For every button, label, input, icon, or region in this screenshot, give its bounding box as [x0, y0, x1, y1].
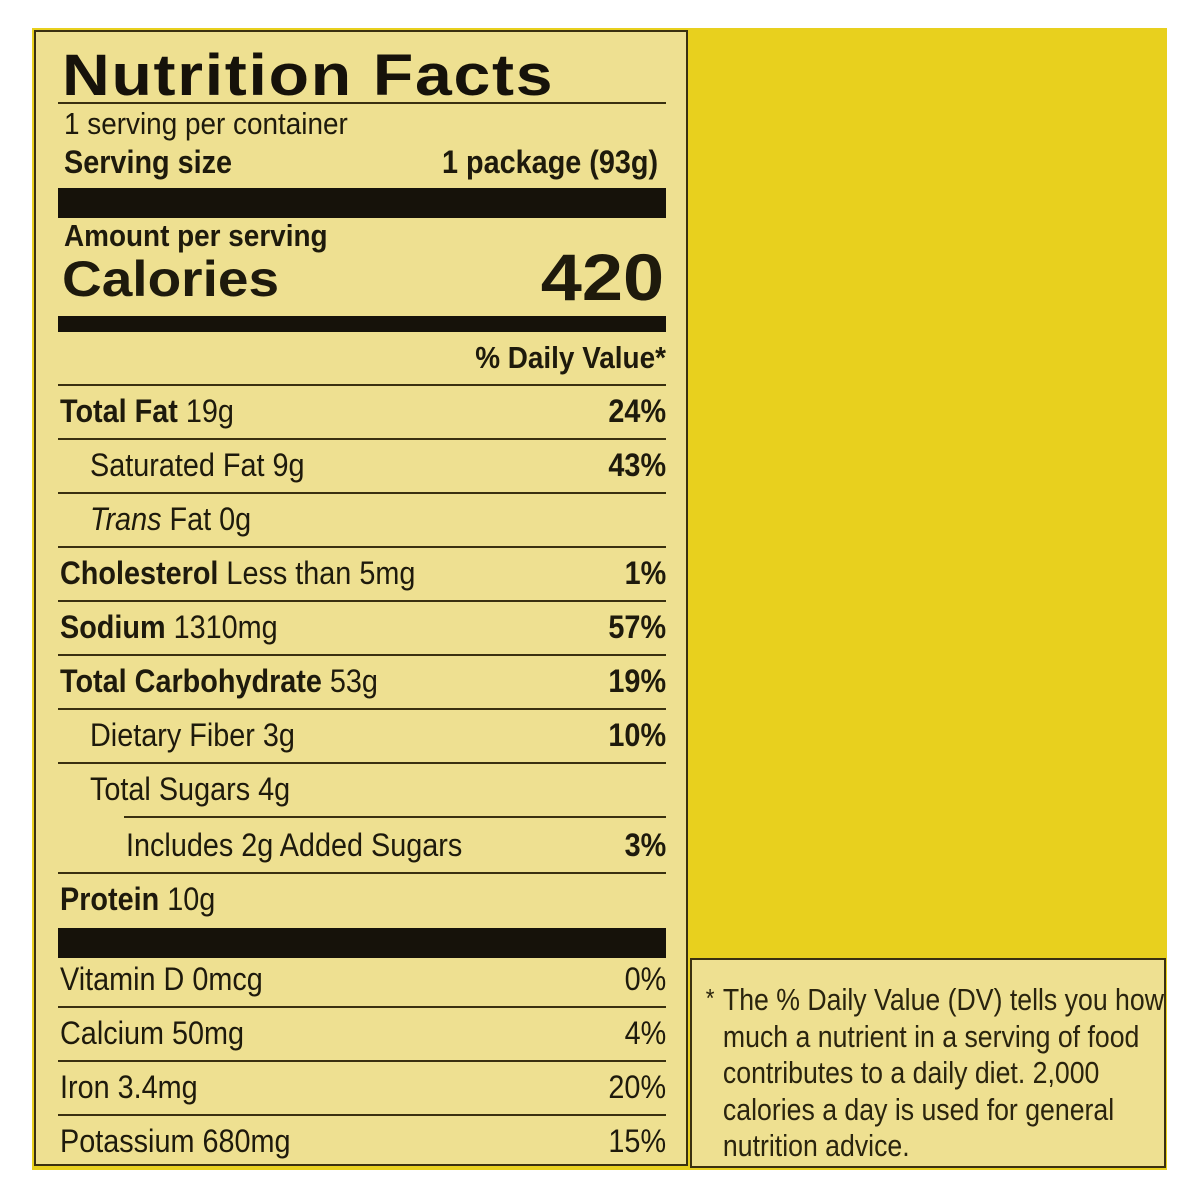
- nutrient-name: Iron 3.4mg: [60, 1069, 198, 1105]
- footnote-line: The % Daily Value (DV) tells you how: [722, 982, 1164, 1017]
- footnote-line: much a nutrient in a serving of food: [722, 1018, 1140, 1054]
- divider: [58, 762, 666, 764]
- divider: [58, 600, 666, 602]
- asterisk: *: [705, 983, 715, 1013]
- divider: [58, 1060, 666, 1062]
- nutrient-dv: 0%: [624, 961, 666, 997]
- nutrient-dv: 1%: [624, 555, 666, 591]
- nutrient-name: Includes 2g Added Sugars: [126, 827, 463, 863]
- calories-label: Calories: [62, 251, 280, 307]
- nutrient-row-added-sugars: Includes 2g Added Sugars 3%: [58, 820, 666, 874]
- nutrient-row-total-carbohydrate: Total Carbohydrate 53g 19%: [58, 656, 666, 710]
- nutrient-name: Sodium 1310mg: [60, 609, 278, 645]
- nutrient-row-saturated-fat: Saturated Fat 9g 43%: [58, 440, 666, 494]
- nutrient-row-protein: Protein 10g: [58, 874, 666, 928]
- nutrient-name: Protein 10g: [60, 881, 216, 917]
- nutrient-dv: 15%: [608, 1123, 666, 1159]
- footnote-line: contributes to a daily diet. 2,000: [722, 1055, 1100, 1090]
- nutrient-name: Total Fat 19g: [60, 393, 234, 429]
- divider: [58, 492, 666, 494]
- nutrient-dv: 19%: [608, 663, 666, 699]
- nutrient-name: Trans Fat 0g: [90, 501, 252, 537]
- nutrient-dv: 24%: [608, 393, 666, 429]
- nutrient-row-total-sugars: Total Sugars 4g: [58, 764, 666, 818]
- nutrient-dv: 3%: [624, 827, 666, 863]
- footnote-text: * The % Daily Value (DV) tells you how m…: [704, 982, 1164, 1165]
- daily-value-footnote: * The % Daily Value (DV) tells you how m…: [690, 958, 1166, 1168]
- footnote-line: calories a day is used for general: [722, 1091, 1115, 1127]
- divider: [58, 546, 666, 548]
- nutrition-facts-label: Nutrition Facts 1 serving per container …: [34, 30, 688, 1166]
- serving-size-label: Serving size: [64, 144, 233, 180]
- nutrient-name: Cholesterol Less than 5mg: [60, 555, 416, 591]
- serving-size-value: 1 package (93g): [441, 144, 658, 180]
- daily-value-header: % Daily Value*: [475, 340, 666, 375]
- nutrient-name: Total Sugars 4g: [90, 771, 291, 807]
- calories-value: 420: [540, 240, 664, 314]
- nutrient-dv: 10%: [608, 717, 666, 753]
- footnote-line: nutrition advice.: [722, 1128, 910, 1163]
- divider: [58, 102, 666, 104]
- thick-divider: [58, 928, 666, 958]
- nutrient-name: Saturated Fat 9g: [90, 447, 305, 483]
- nutrient-row-trans-fat: Trans Fat 0g: [58, 494, 666, 548]
- divider: [124, 816, 666, 818]
- vitamin-row-iron: Iron 3.4mg 20%: [58, 1062, 666, 1116]
- nutrient-dv: 57%: [608, 609, 666, 645]
- divider: [58, 1114, 666, 1116]
- nutrient-row-cholesterol: Cholesterol Less than 5mg 1%: [58, 548, 666, 602]
- vitamin-row-calcium: Calcium 50mg 4%: [58, 1008, 666, 1062]
- divider: [58, 654, 666, 656]
- servings-per-container: 1 serving per container: [64, 106, 348, 141]
- vitamin-row-potassium: Potassium 680mg 15%: [58, 1116, 666, 1170]
- nutrient-dv: 43%: [608, 447, 666, 483]
- nutrient-row-total-fat: Total Fat 19g 24%: [58, 386, 666, 440]
- divider: [58, 384, 666, 386]
- divider: [58, 708, 666, 710]
- amount-per-serving: Amount per serving: [64, 218, 328, 253]
- nutrient-row-sodium: Sodium 1310mg 57%: [58, 602, 666, 656]
- nutrient-name: Vitamin D 0mcg: [60, 961, 263, 997]
- nutrient-name: Calcium 50mg: [60, 1015, 245, 1051]
- nutrient-name: Potassium 680mg: [60, 1123, 291, 1159]
- label-title: Nutrition Facts: [62, 43, 555, 108]
- divider: [58, 872, 666, 874]
- nutrient-row-dietary-fiber: Dietary Fiber 3g 10%: [58, 710, 666, 764]
- nutrient-name: Dietary Fiber 3g: [90, 717, 295, 753]
- divider: [58, 438, 666, 440]
- nutrient-dv: 20%: [608, 1069, 666, 1105]
- divider: [58, 1006, 666, 1008]
- medium-divider: [58, 316, 666, 332]
- vitamin-row-vitamin-d: Vitamin D 0mcg 0%: [58, 954, 666, 1008]
- nutrient-dv: 4%: [624, 1015, 666, 1051]
- thick-divider: [58, 188, 666, 218]
- nutrient-name: Total Carbohydrate 53g: [60, 663, 378, 699]
